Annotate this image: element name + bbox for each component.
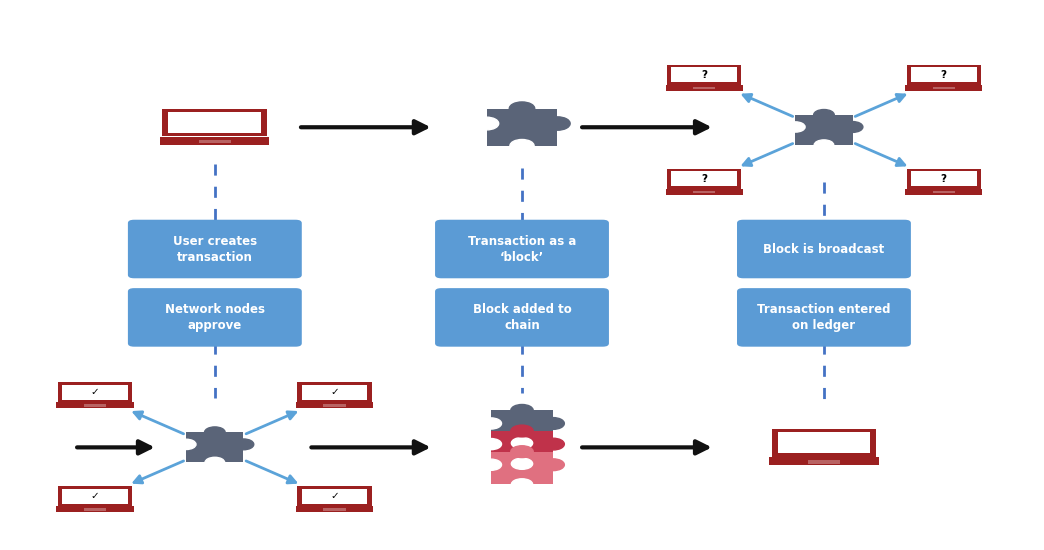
Bar <box>910 171 976 186</box>
Circle shape <box>843 122 863 133</box>
Text: ?: ? <box>702 70 707 80</box>
Bar <box>186 432 243 463</box>
Bar <box>491 452 553 485</box>
Bar <box>163 109 267 136</box>
Circle shape <box>512 478 532 490</box>
Bar <box>298 486 372 506</box>
Bar <box>58 382 133 402</box>
Bar <box>296 403 373 408</box>
Circle shape <box>509 140 535 152</box>
Bar <box>905 85 982 91</box>
Bar <box>487 109 557 146</box>
Bar <box>63 384 128 400</box>
Text: ✓: ✓ <box>91 387 99 397</box>
Text: User creates
transaction: User creates transaction <box>172 234 257 263</box>
FancyBboxPatch shape <box>737 288 911 346</box>
Bar <box>84 508 106 511</box>
Circle shape <box>474 117 499 130</box>
Text: Transaction as a
‘block’: Transaction as a ‘block’ <box>468 234 576 263</box>
Bar <box>671 67 737 82</box>
Text: ?: ? <box>941 174 947 184</box>
Bar <box>667 169 741 189</box>
Bar <box>808 460 839 464</box>
Circle shape <box>545 117 570 130</box>
Circle shape <box>542 459 565 471</box>
Bar <box>932 87 955 90</box>
Bar <box>58 486 133 506</box>
Circle shape <box>512 437 532 449</box>
FancyBboxPatch shape <box>435 288 609 346</box>
Circle shape <box>176 439 196 449</box>
Bar <box>910 67 976 82</box>
Circle shape <box>814 140 834 150</box>
Circle shape <box>205 457 224 467</box>
Bar <box>666 189 743 195</box>
Circle shape <box>542 438 565 450</box>
FancyBboxPatch shape <box>128 220 302 278</box>
Bar <box>769 458 878 465</box>
Bar <box>905 189 982 195</box>
Bar <box>491 410 553 443</box>
Bar <box>168 112 261 133</box>
Bar <box>772 429 876 456</box>
FancyBboxPatch shape <box>737 220 911 278</box>
FancyBboxPatch shape <box>435 220 609 278</box>
Text: Transaction entered
on ledger: Transaction entered on ledger <box>757 303 891 332</box>
Bar <box>63 488 128 504</box>
Bar <box>324 508 346 511</box>
Circle shape <box>785 122 805 132</box>
Bar <box>161 137 269 145</box>
Bar <box>296 507 373 512</box>
Bar <box>56 403 134 408</box>
Bar <box>796 115 853 145</box>
Text: ?: ? <box>702 174 707 184</box>
Circle shape <box>813 109 834 120</box>
Circle shape <box>509 102 535 116</box>
Circle shape <box>205 427 226 438</box>
Bar <box>693 191 715 194</box>
Circle shape <box>233 439 254 450</box>
Bar <box>932 191 955 194</box>
Bar <box>666 85 743 91</box>
Bar <box>324 404 346 407</box>
Bar <box>906 65 980 85</box>
Bar <box>906 169 980 189</box>
Circle shape <box>511 404 533 416</box>
Bar <box>671 171 737 186</box>
Bar <box>298 382 372 402</box>
Circle shape <box>480 438 501 450</box>
Circle shape <box>480 418 501 429</box>
Text: Block is broadcast: Block is broadcast <box>763 243 884 256</box>
Bar <box>693 87 715 90</box>
Circle shape <box>512 458 532 469</box>
Circle shape <box>542 417 565 430</box>
Bar <box>84 404 106 407</box>
FancyBboxPatch shape <box>128 288 302 346</box>
Circle shape <box>480 459 501 470</box>
Text: ✓: ✓ <box>91 491 99 501</box>
Text: ✓: ✓ <box>330 491 339 501</box>
Bar <box>491 431 553 464</box>
Bar <box>302 384 367 400</box>
Bar <box>302 488 367 504</box>
Text: ?: ? <box>941 70 947 80</box>
Text: Network nodes
approve: Network nodes approve <box>165 303 265 332</box>
Bar <box>56 507 134 512</box>
Bar <box>667 65 741 85</box>
Bar <box>199 140 231 144</box>
Bar <box>778 432 871 453</box>
Text: ✓: ✓ <box>330 387 339 397</box>
Circle shape <box>511 446 533 458</box>
Circle shape <box>511 425 533 437</box>
Text: Block added to
chain: Block added to chain <box>473 303 571 332</box>
